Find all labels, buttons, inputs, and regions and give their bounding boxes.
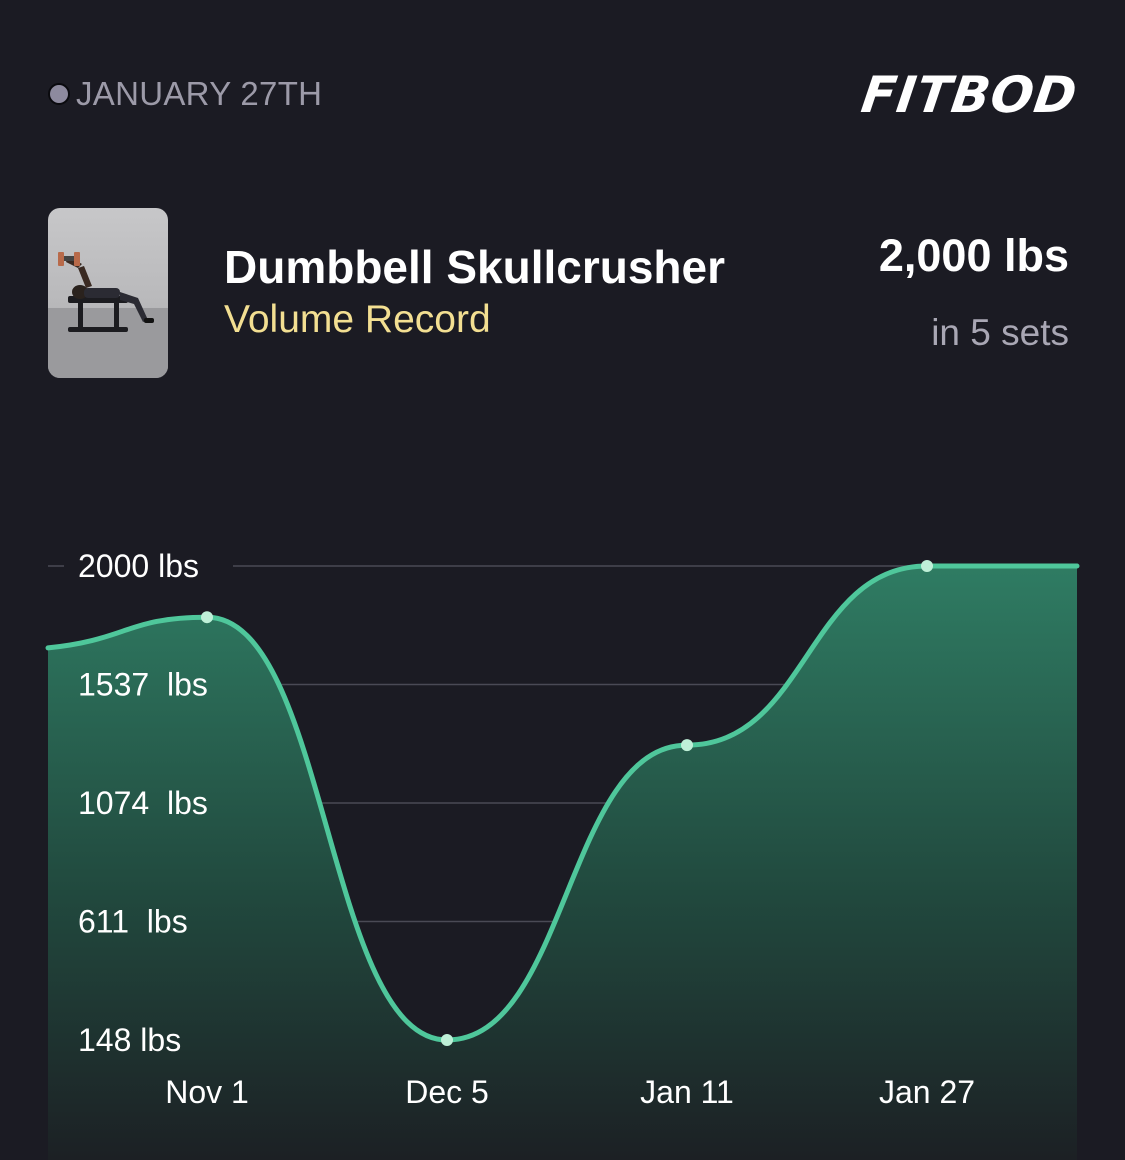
exercise-name: Dumbbell Skullcrusher xyxy=(224,241,726,293)
record-value: 2,000 lbs xyxy=(878,230,1069,281)
chart-area-fill xyxy=(48,566,1077,1160)
data-point[interactable] xyxy=(201,611,213,624)
data-point[interactable] xyxy=(681,739,693,752)
date-dot-icon xyxy=(48,83,70,105)
exercise-photo-icon xyxy=(48,252,168,378)
data-point[interactable] xyxy=(441,1034,453,1046)
y-tick-label: 1537 lbs xyxy=(78,667,208,703)
sets-count: in 5 sets xyxy=(931,312,1069,353)
date-label: JANUARY 27TH xyxy=(76,75,323,112)
y-tick-label: 148 lbs xyxy=(78,1022,181,1058)
data-point[interactable] xyxy=(921,560,933,572)
y-tick-label: 2000 lbs xyxy=(78,548,199,584)
exercise-thumbnail[interactable] xyxy=(48,208,168,378)
date-header: JANUARY 27TH xyxy=(48,74,322,114)
y-tick-label: 1074 lbs xyxy=(78,785,208,821)
y-tick-label: 611 lbs xyxy=(78,904,188,940)
record-type-label: Volume Record xyxy=(224,298,491,341)
chart-series-line xyxy=(45,563,1080,1043)
x-tick-label: Nov 1 xyxy=(165,1074,249,1110)
x-tick-label: Jan 11 xyxy=(640,1074,734,1110)
x-tick-label: Jan 27 xyxy=(879,1074,975,1110)
x-tick-label: Dec 5 xyxy=(405,1074,489,1110)
